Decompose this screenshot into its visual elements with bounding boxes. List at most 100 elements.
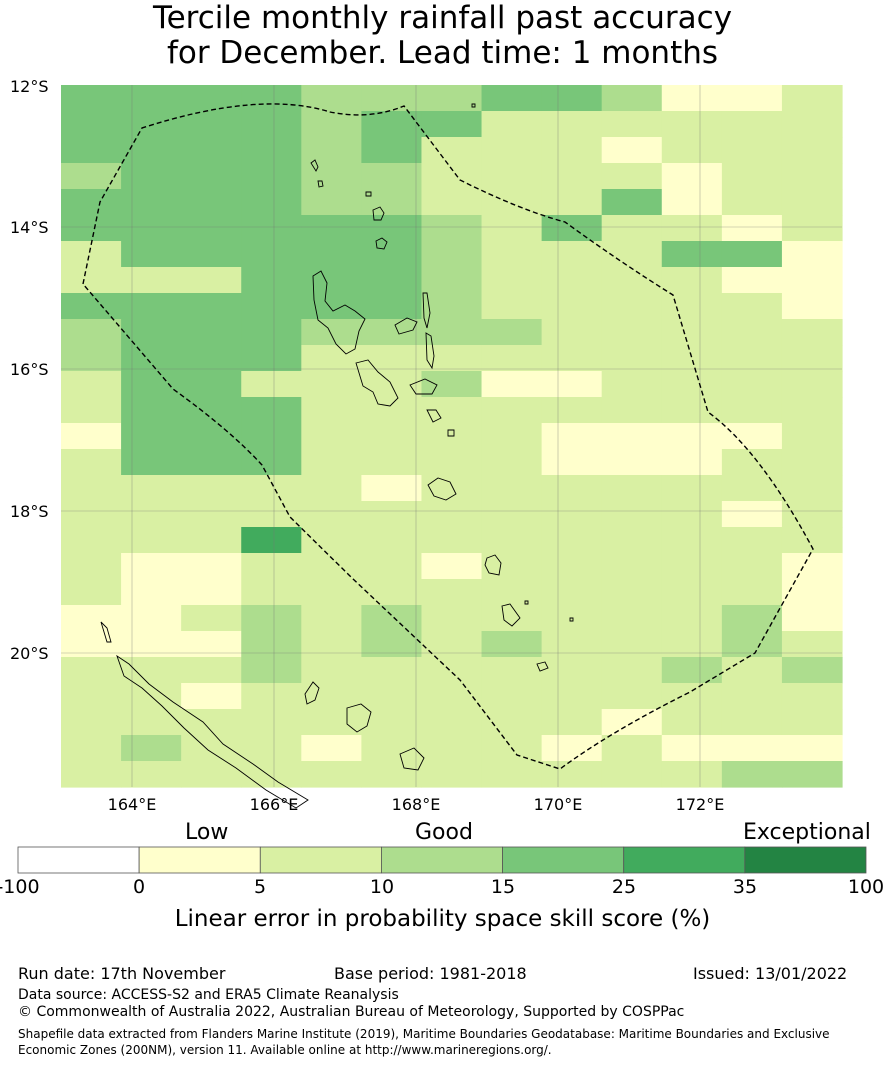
colorbar-title: Linear error in probability space skill … [174, 906, 711, 932]
grid-cell [301, 163, 362, 190]
colorbar-tick: 10 [369, 876, 395, 898]
grid-cell [601, 553, 663, 580]
lon-label: 168°E [391, 795, 441, 814]
island-banks-3 [375, 237, 388, 250]
grid-cell [121, 111, 182, 138]
grid-cell [241, 735, 302, 762]
grid-cell [721, 85, 783, 112]
colorbar-category-low: Low [185, 820, 229, 845]
grid-cell [721, 709, 783, 736]
grid-cell [301, 501, 362, 528]
grid-cell [61, 631, 122, 658]
grid-cell [301, 137, 362, 164]
grid-cell [241, 605, 302, 632]
grid-cell [361, 449, 423, 476]
grid-cell [361, 683, 423, 710]
grid-cell [481, 111, 543, 138]
grid-cell [661, 475, 723, 502]
island-aniwa [524, 600, 529, 605]
grid-cell [421, 683, 483, 710]
grid-cell [781, 371, 843, 398]
grid-cell [721, 241, 783, 268]
grid-cell [721, 475, 783, 502]
grid-cell [421, 371, 483, 398]
grid-cell [481, 85, 543, 112]
grid-cell [241, 137, 302, 164]
grid-cell [721, 397, 783, 424]
colorbar-segment [623, 846, 746, 874]
lon-label: 170°E [533, 795, 583, 814]
island-tanna [501, 603, 521, 627]
grid-cell [61, 85, 122, 112]
grid-cell [241, 293, 302, 320]
grid-cell [661, 657, 723, 684]
grid-cell [781, 553, 843, 580]
grid-cell [421, 449, 483, 476]
grid-cell [661, 631, 723, 658]
grid-cell [481, 241, 543, 268]
chart-title-line-2: for December. Lead time: 1 months [166, 35, 719, 71]
shapefile-credit-line-1: Shapefile data extracted from Flanders M… [18, 1027, 830, 1041]
grid-cell [661, 709, 723, 736]
grid-cell [361, 527, 423, 554]
grid-cell [661, 293, 723, 320]
grid-cell [181, 293, 242, 320]
grid-cell [601, 111, 663, 138]
grid-cell [181, 761, 242, 788]
grid-cell [661, 137, 723, 164]
grid-cell [601, 215, 663, 242]
grid-cell [541, 267, 603, 294]
grid-cell [301, 423, 362, 450]
grid-cell [781, 423, 843, 450]
grid-cell [481, 371, 543, 398]
grid-cell [181, 137, 242, 164]
grid-cell [181, 553, 242, 580]
grid-cell [361, 475, 423, 502]
island-torres-2 [317, 180, 324, 188]
grid-cell [481, 579, 543, 606]
grid-cell [781, 475, 843, 502]
grid-cell [481, 761, 543, 788]
grid-cell [301, 293, 362, 320]
grid-cell [61, 735, 122, 762]
grid-cell [421, 709, 483, 736]
grid-cell [301, 111, 362, 138]
grid-cell [301, 215, 362, 242]
grid-cell [61, 293, 122, 320]
grid-cell [781, 683, 843, 710]
grid-cell [361, 267, 423, 294]
grid-cell [721, 683, 783, 710]
grid-cell [601, 475, 663, 502]
grid-cell [721, 553, 783, 580]
grid-cell [601, 371, 663, 398]
grid-cell [601, 501, 663, 528]
grid-cell [481, 709, 543, 736]
grid-cell [301, 657, 362, 684]
grid-cell [781, 241, 843, 268]
grid-cell [781, 657, 843, 684]
grid-cell [121, 735, 182, 762]
grid-cell [421, 475, 483, 502]
grid-cell [661, 267, 723, 294]
grid-cell [361, 345, 423, 372]
grid-cell [301, 605, 362, 632]
grid-cell [241, 111, 302, 138]
grid-cell [61, 553, 122, 580]
grid-cell [241, 423, 302, 450]
grid-cell [121, 605, 182, 632]
grid-cell [301, 397, 362, 424]
grid-cell [421, 111, 483, 138]
grid-cell [541, 189, 603, 216]
island-hunter [471, 103, 476, 108]
grid-cell [661, 527, 723, 554]
grid-cell [541, 657, 603, 684]
colorbar-tick: 35 [732, 876, 758, 898]
grid-cell [661, 579, 723, 606]
grid-cell [61, 215, 122, 242]
grid-cell [721, 371, 783, 398]
grid-cell [301, 85, 362, 112]
grid-cell [601, 163, 663, 190]
grid-cell [121, 319, 182, 346]
grid-cell [61, 579, 122, 606]
